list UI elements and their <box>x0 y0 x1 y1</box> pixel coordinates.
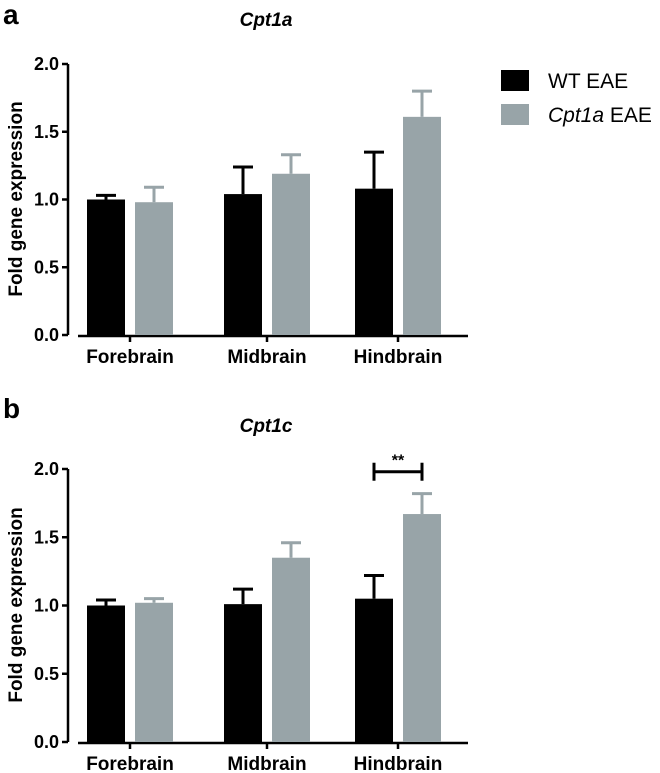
y-tick-label-b-2.0: 2.0 <box>34 459 59 479</box>
legend-label-wt-suffix: EAE <box>580 70 628 93</box>
y-tick-label-a-2.0: 2.0 <box>34 54 59 74</box>
x-tick-label-b-midbrain: Midbrain <box>227 754 306 773</box>
significance-label-b: ** <box>392 453 405 470</box>
plot-area-b: 0.0 0.5 1.0 1.5 2.0 Forebrain Midbrain Hindbrai… <box>34 453 468 773</box>
legend-swatch-wt <box>501 70 529 91</box>
y-tick-label-b-1.5: 1.5 <box>34 527 59 547</box>
bar-a-forebrain-wt-eae <box>87 199 125 335</box>
y-axis-label-a: Fold gene expression <box>6 101 27 296</box>
y-tick-label-a-0.5: 0.5 <box>34 257 59 277</box>
panel-a: a Cpt1a Fold gene expression 0.0 0.5 1.0 1.… <box>3 0 468 368</box>
bar-b-midbrain-wt-eae <box>224 604 262 742</box>
y-tick-label-b-1.0: 1.0 <box>34 596 59 616</box>
chart-title-b: Cpt1c <box>240 416 293 437</box>
y-tick-label-b-0.5: 0.5 <box>34 664 59 684</box>
legend-swatch-cpt1a <box>501 104 529 125</box>
y-axis-label-b: Fold gene expression <box>6 507 27 702</box>
bar-a-midbrain-wt-eae <box>224 194 262 335</box>
legend: WT EAE Cpt1a EAE <box>501 70 652 127</box>
bar-b-hindbrain-cpt1a-eae <box>403 514 441 742</box>
bar-a-hindbrain-wt-eae <box>355 188 393 335</box>
y-tick-label-a-0.0: 0.0 <box>34 325 59 345</box>
bar-b-forebrain-cpt1a-eae <box>135 602 173 742</box>
legend-label-cpt1a: Cpt1a EAE <box>548 104 652 127</box>
y-tick-label-a-1.0: 1.0 <box>34 190 59 210</box>
legend-label-wt-prefix: WT <box>548 70 581 93</box>
bar-a-forebrain-cpt1a-eae <box>135 202 173 335</box>
x-tick-label-a-forebrain: Forebrain <box>86 347 174 368</box>
x-tick-label-b-hindbrain: Hindbrain <box>354 754 443 773</box>
plot-area-a: 0.0 0.5 1.0 1.5 2.0 Forebrain Midbrain Hindbrai… <box>34 54 468 368</box>
panel-b: b Cpt1c Fold gene expression 0.0 0.5 1.0 1.… <box>3 393 468 773</box>
bar-a-midbrain-cpt1a-eae <box>272 173 310 335</box>
chart-title-a: Cpt1a <box>240 10 293 31</box>
legend-label-wt: WT EAE <box>548 70 628 93</box>
bar-b-midbrain-cpt1a-eae <box>272 557 310 742</box>
panel-letter-a: a <box>3 0 19 30</box>
x-tick-label-b-forebrain: Forebrain <box>86 754 174 773</box>
bar-b-hindbrain-wt-eae <box>355 598 393 742</box>
bar-a-hindbrain-cpt1a-eae <box>403 116 441 335</box>
bar-b-forebrain-wt-eae <box>87 605 125 742</box>
legend-label-cpt1a-suffix: EAE <box>604 104 652 127</box>
legend-label-cpt1a-prefix: Cpt1a <box>548 104 604 127</box>
y-tick-label-a-1.5: 1.5 <box>34 122 59 142</box>
x-tick-label-a-hindbrain: Hindbrain <box>354 347 443 368</box>
panel-letter-b: b <box>3 393 20 424</box>
x-tick-label-a-midbrain: Midbrain <box>227 347 306 368</box>
y-tick-label-b-0.0: 0.0 <box>34 732 59 752</box>
